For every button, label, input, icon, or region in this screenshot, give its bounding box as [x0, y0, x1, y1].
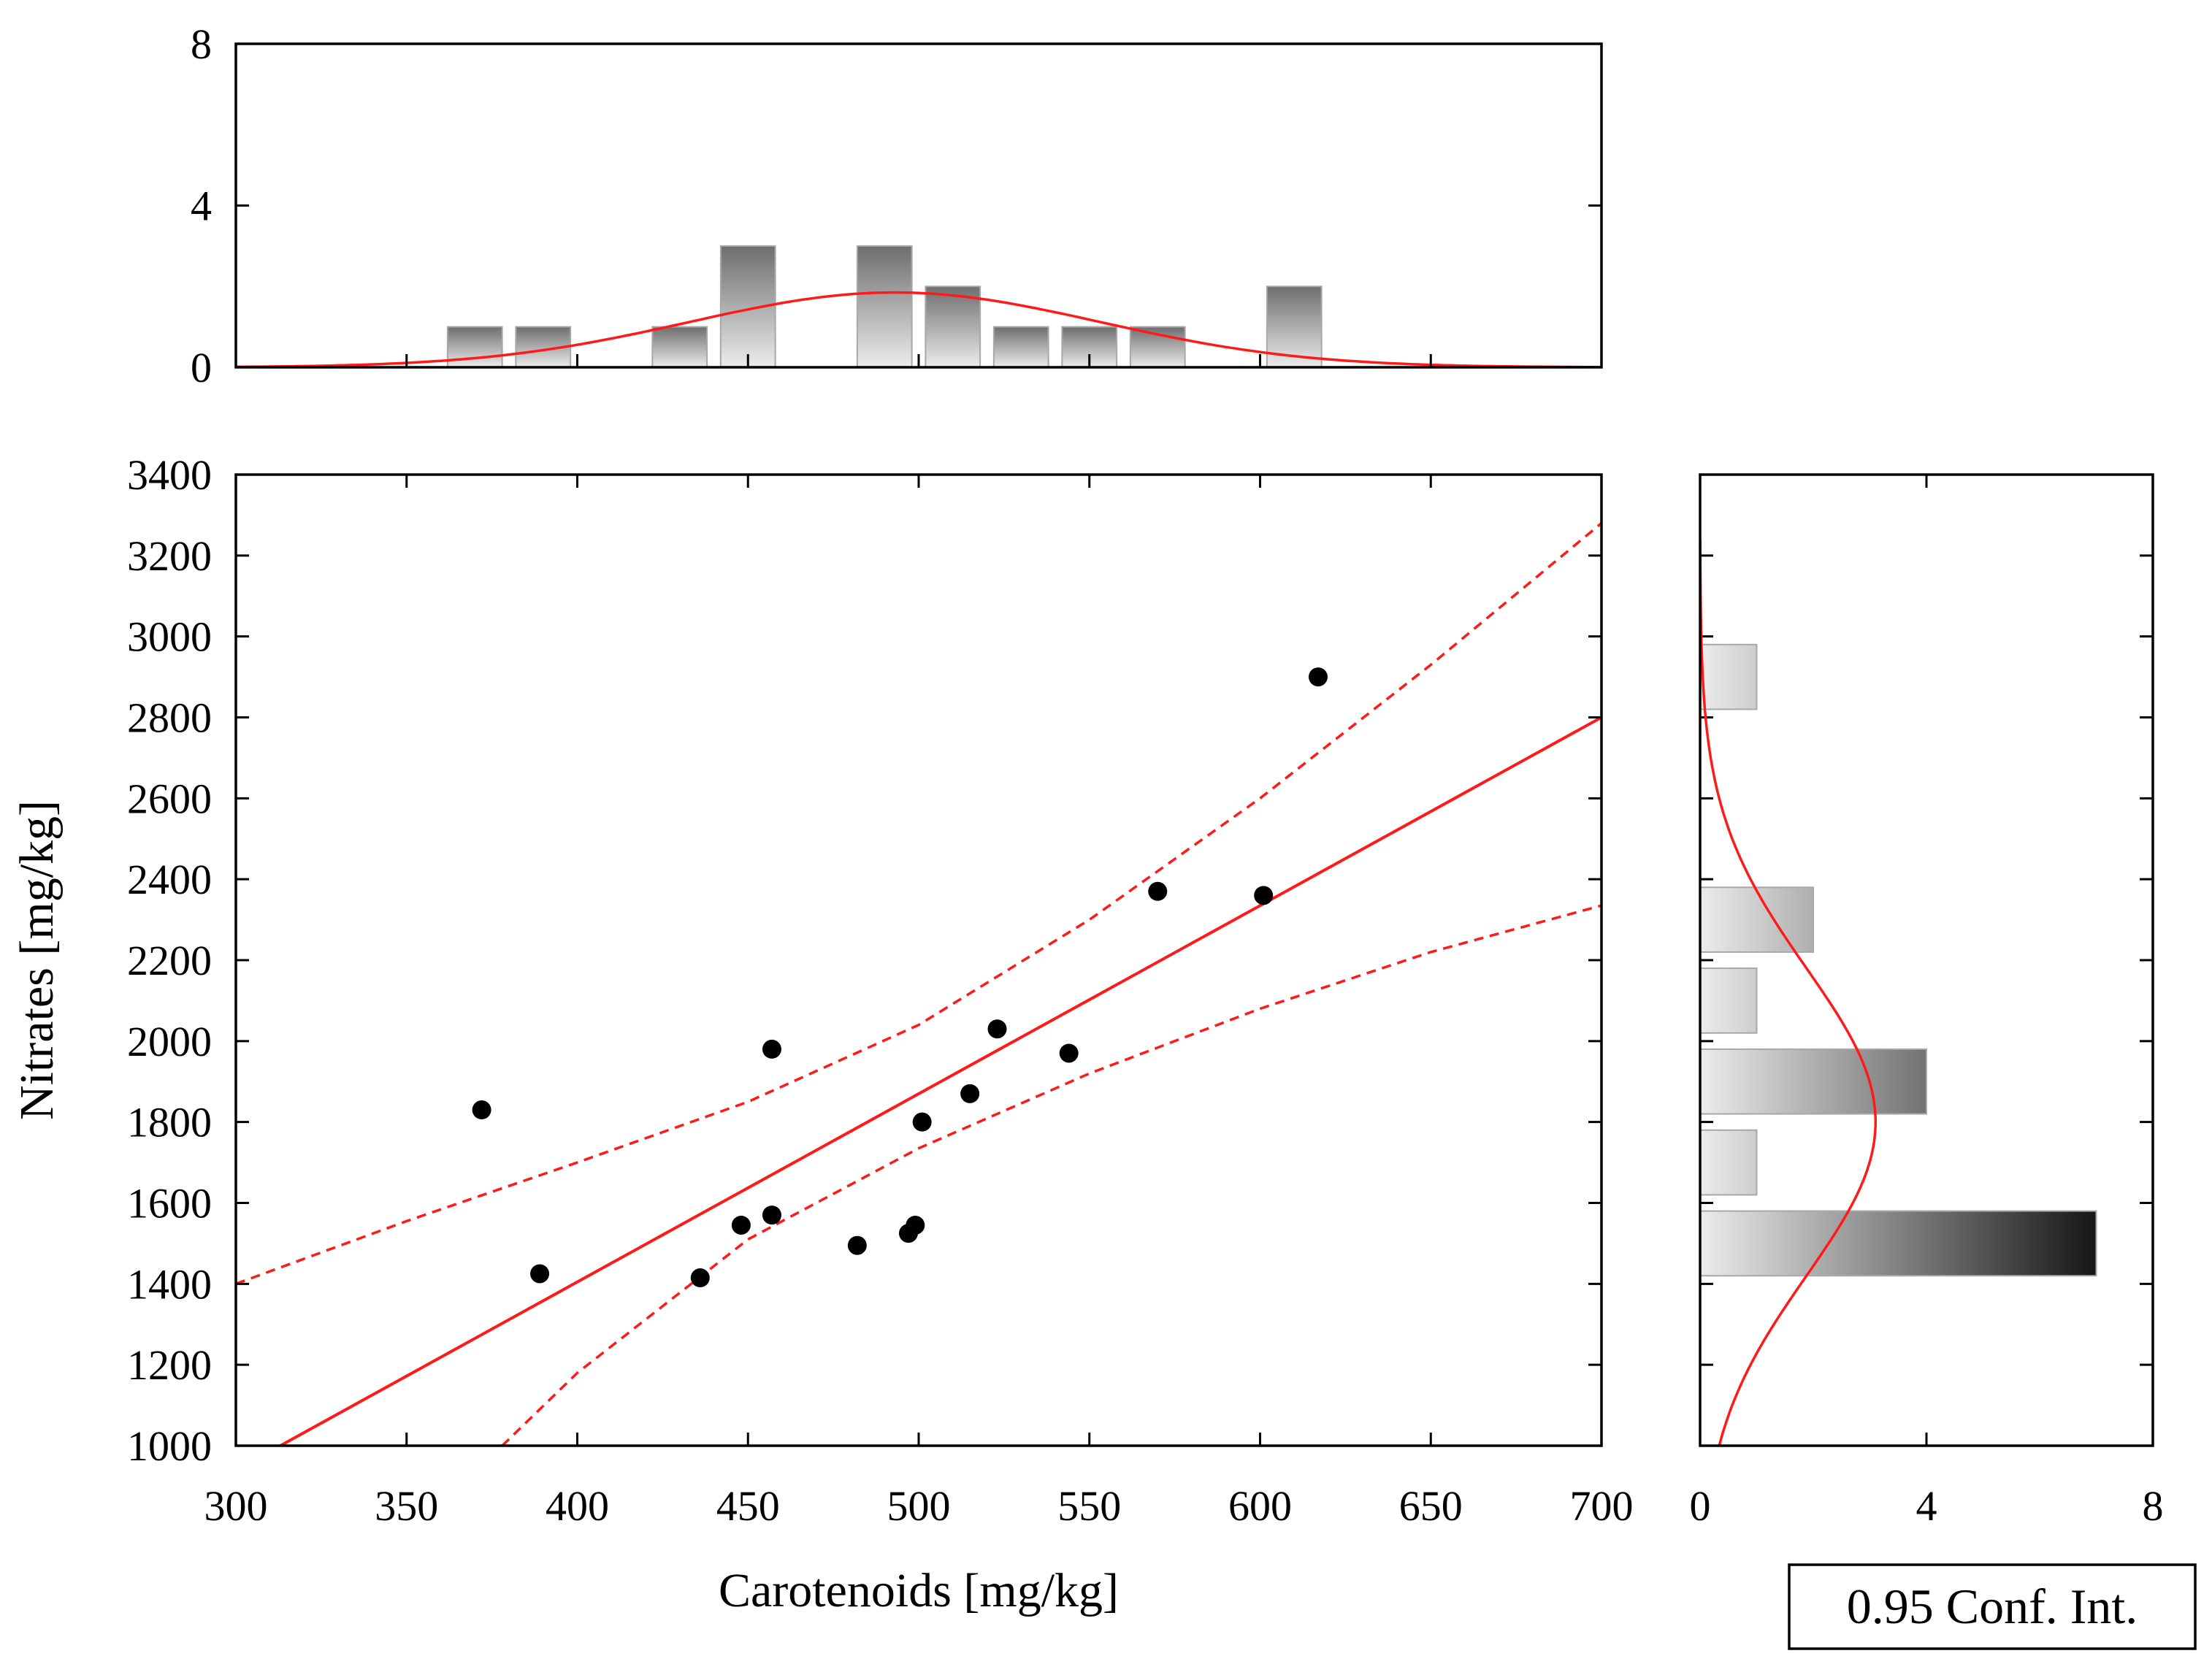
x-tick-label: 400: [546, 1482, 609, 1530]
x-tick-label: 450: [716, 1482, 780, 1530]
legend-label: 0.95 Conf. Int.: [1847, 1579, 2138, 1634]
top-histogram-bars: [446, 245, 1323, 368]
y-tick-label: 2600: [127, 775, 212, 822]
side-x-tick-label: 0: [1690, 1482, 1711, 1530]
side-histogram-x-ticks: 0 4 8: [1690, 475, 2164, 1530]
data-point: [731, 1215, 751, 1235]
side-histogram-bar: [1699, 967, 1758, 1034]
data-point: [1059, 1043, 1079, 1063]
x-tick-label: 500: [887, 1482, 951, 1530]
side-histogram-bar: [1699, 1048, 1927, 1115]
legend-box: 0.95 Conf. Int.: [1788, 1563, 2197, 1650]
scatter-panel: 300 350 400 450 500 550 600 650 700 1000 1200 1400…: [127, 354, 2153, 1530]
y-tick-label: 3000: [127, 613, 212, 661]
y-tick-label: 1000: [127, 1422, 212, 1470]
data-point: [912, 1112, 932, 1132]
data-point: [906, 1215, 925, 1235]
side-histogram-bar: [1699, 1210, 2097, 1277]
top-histogram-bar: [651, 326, 708, 368]
x-tick-label: 650: [1399, 1482, 1463, 1530]
x-axis-ticks: 300 350 400 450 500 550 600 650 700: [204, 354, 1634, 1530]
x-tick-label: 700: [1570, 1482, 1634, 1530]
data-point: [762, 1039, 781, 1059]
x-tick-label: 350: [375, 1482, 438, 1530]
data-point: [472, 1100, 491, 1120]
y-tick-label: 3200: [127, 532, 212, 580]
confidence-band-upper: [235, 522, 1603, 1285]
regression-line: [279, 716, 1602, 1447]
top-histogram-bar: [856, 245, 913, 368]
y-tick-label: 2800: [127, 694, 212, 742]
y-tick-label: 2000: [127, 1018, 212, 1065]
data-point: [690, 1268, 710, 1288]
top-normal-curve: [236, 291, 1601, 369]
data-point: [1148, 881, 1168, 901]
side-normal-curve: [1699, 539, 1878, 1446]
x-axis-title: Carotenoids [mg/kg]: [719, 1564, 1119, 1617]
data-point: [530, 1264, 550, 1284]
side-histogram-bars: [1699, 643, 2097, 1277]
side-x-tick-label: 4: [1916, 1482, 1937, 1530]
y-tick-label: 1400: [127, 1260, 212, 1308]
y-tick-label: 1200: [127, 1341, 212, 1389]
x-tick-label: 600: [1228, 1482, 1292, 1530]
top-y-tick-label: 0: [191, 344, 212, 391]
x-tick-label: 300: [204, 1482, 268, 1530]
scatter-frame: [234, 473, 1603, 1447]
y-tick-label: 1800: [127, 1099, 212, 1146]
side-x-tick-label: 8: [2143, 1482, 2164, 1530]
data-point: [762, 1205, 781, 1225]
side-histogram-panel: 0 4 8: [1690, 473, 2164, 1530]
y-tick-label: 2200: [127, 937, 212, 984]
legend-frame: [1788, 1563, 2197, 1650]
top-y-tick-label: 8: [191, 20, 212, 68]
side-histogram-bar: [1699, 643, 1758, 710]
data-point: [1308, 667, 1328, 687]
y-tick-label: 2400: [127, 856, 212, 903]
top-histogram-bar: [446, 326, 503, 368]
y-tick-label: 1600: [127, 1180, 212, 1227]
data-point: [960, 1084, 980, 1103]
top-histogram-panel: 0 4 8: [191, 20, 1603, 391]
y-tick-label: 3400: [127, 451, 212, 499]
y-axis-title: Nitrates [mg/kg]: [10, 800, 64, 1120]
side-histogram-frame: [1699, 473, 2154, 1447]
side-histogram-bar: [1699, 1129, 1758, 1196]
scatter-points: [472, 667, 1328, 1288]
top-histogram-frame: [234, 42, 1603, 369]
x-tick-label: 550: [1057, 1482, 1121, 1530]
data-point: [847, 1235, 867, 1255]
top-y-tick-label: 4: [191, 183, 212, 230]
data-point: [987, 1019, 1007, 1039]
top-histogram-bar: [1129, 326, 1186, 368]
y-axis-ticks: 1000 1200 1400 1600 1800 2000 2200 2400 2600 2800…: [127, 451, 2153, 1470]
side-histogram-bar: [1699, 886, 1814, 953]
confidence-band-lower: [501, 904, 1602, 1447]
top-histogram-bar: [992, 326, 1049, 368]
data-point: [1254, 886, 1274, 905]
